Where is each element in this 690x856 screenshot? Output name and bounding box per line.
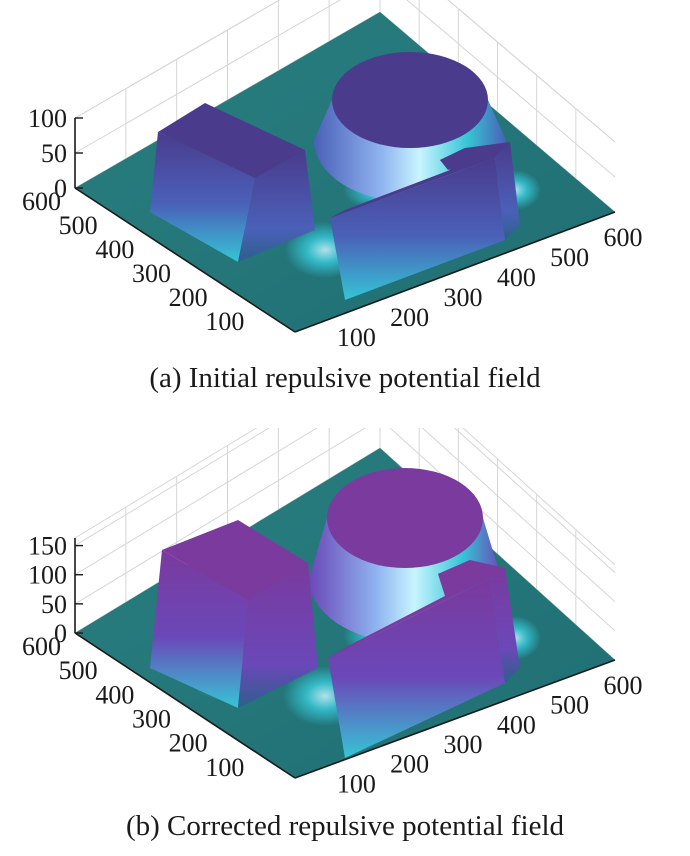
l-wall-obstacle-side [490, 568, 520, 683]
x-tick-400: 400 [497, 263, 536, 292]
x-tick-500: 500 [550, 243, 589, 272]
z-tick-50: 50 [41, 590, 67, 619]
z-tick-50: 50 [41, 139, 67, 168]
l-wall-obstacle-front [328, 578, 505, 758]
caption-a: (a) Initial repulsive potential field [149, 362, 541, 394]
box-obstacle-front [150, 550, 248, 708]
y-tick-400: 400 [95, 680, 134, 709]
y-tick-100: 100 [205, 307, 244, 336]
y-tick-400: 400 [95, 235, 134, 264]
box-obstacle-top [162, 520, 308, 600]
l-wall-obstacle-front [330, 158, 505, 300]
x-tick-200: 200 [390, 303, 429, 332]
y-tick-500: 500 [59, 211, 98, 240]
y-tick-600: 600 [22, 632, 61, 661]
box-obstacle-front [150, 132, 255, 262]
y-tick-300: 300 [132, 705, 171, 734]
y-tick-500: 500 [59, 656, 98, 685]
z-tick-0: 0 [54, 619, 67, 648]
x-axis [294, 211, 616, 333]
x-tick-500: 500 [550, 691, 589, 720]
x-axis [294, 659, 616, 779]
l-wall-obstacle-side [495, 142, 520, 240]
x-tick-300: 300 [444, 283, 483, 312]
y-tick-300: 300 [132, 259, 171, 288]
cylinder-obstacle-top [327, 468, 483, 568]
chart-b: 0 50 100 150 100 200 300 400 500 600 100 200 300 400 5… [0, 428, 690, 856]
cylinder-obstacle-top [332, 52, 488, 148]
z-tick-150: 150 [28, 532, 67, 561]
box-obstacle-top [158, 103, 305, 178]
box-obstacle-side [238, 563, 318, 708]
l-wall-obstacle-end [440, 148, 470, 170]
y-tick-100: 100 [205, 753, 244, 782]
y-axis [74, 632, 296, 779]
caption-b: (b) Corrected repulsive potential field [125, 810, 565, 842]
x-tick-100: 100 [337, 323, 376, 352]
box-obstacle-side [238, 150, 315, 262]
x-tick-400: 400 [497, 710, 536, 739]
z-tick-100: 100 [28, 104, 67, 133]
y-axis [74, 187, 296, 333]
grid-lines [74, 0, 616, 213]
chart-a: 0 50 100 100 200 300 400 500 600 100 200 300 400 500 6… [22, 0, 643, 394]
y-tick-600: 600 [22, 187, 61, 216]
surface-plot-b: 0501001501002003004005006001002003004005… [22, 428, 643, 798]
x-tick-600: 600 [604, 223, 643, 252]
x-tick-300: 300 [444, 730, 483, 759]
x-tick-100: 100 [337, 769, 376, 798]
y-tick-200: 200 [169, 283, 208, 312]
x-tick-200: 200 [390, 750, 429, 779]
y-tick-200: 200 [169, 729, 208, 758]
x-tick-600: 600 [604, 671, 643, 700]
l-wall-obstacle-end [438, 560, 478, 593]
axes [74, 538, 616, 779]
z-tick-100: 100 [28, 561, 67, 590]
surface-plot-a: 0501001002003004005006001002003004005006… [22, 0, 643, 352]
z-tick-0: 0 [54, 174, 67, 203]
